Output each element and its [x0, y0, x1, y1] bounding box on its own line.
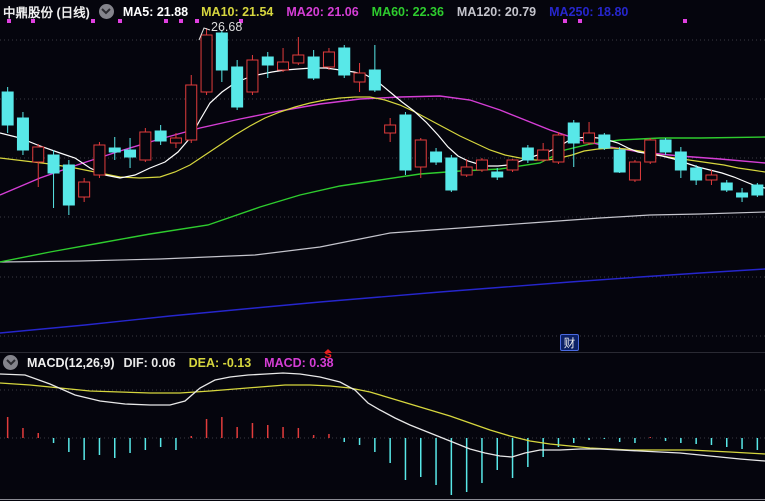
- chevron-down-icon: [101, 8, 112, 15]
- macd-legend-item-MACD: MACD: 0.38: [264, 355, 334, 370]
- chevron-down-icon: [5, 359, 16, 366]
- collapse-macd-panel-button[interactable]: [3, 355, 18, 370]
- ma-legend-item-MA250: MA250: 18.80: [549, 4, 629, 19]
- ma-legend-item-MA10: MA10: 21.54: [201, 4, 274, 19]
- peak-price-annotation: 26.68: [211, 20, 243, 34]
- sell-marker-letter: S: [324, 349, 332, 361]
- ma-legend: MA5: 21.88 MA10: 21.54 MA20: 21.06 MA60: 22…: [123, 5, 629, 19]
- ma-legend-item-MA120: MA120: 20.79: [456, 4, 537, 19]
- stock-title: 中鼎股份 (日线): [3, 6, 90, 20]
- collapse-price-panel-button[interactable]: [98, 4, 114, 19]
- macd-legend-item-DEA: DEA: -0.13: [188, 355, 252, 370]
- macd-title: MACD(12,26,9): [27, 355, 115, 370]
- ma-legend-item-MA5: MA5: 21.88: [122, 4, 189, 19]
- ma-legend-item-MA20: MA20: 21.06: [286, 4, 359, 19]
- wealth-news-badge[interactable]: 财: [560, 334, 579, 351]
- sell-signal-marker: S: [321, 332, 335, 361]
- price-header: 中鼎股份 (日线) MA5: 21.88 MA10: 21.54 MA20: 21.…: [3, 2, 628, 21]
- macd-header: MACD(12,26,9) DIF: 0.06 DEA: -0.13 MACD: 0…: [3, 355, 334, 370]
- ma-legend-item-MA60: MA60: 22.36: [371, 4, 444, 19]
- macd-legend-item-DIF: DIF: 0.06: [123, 355, 176, 370]
- macd-legend: DIF: 0.06 DEA: -0.13 MACD: 0.38: [124, 356, 334, 370]
